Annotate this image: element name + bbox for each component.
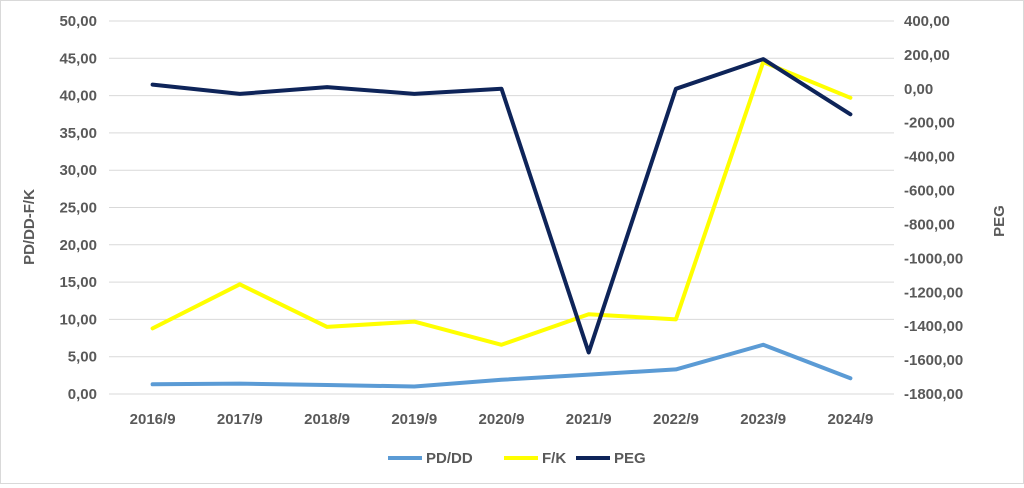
left-axis-title: PD/DD-F/K [21, 189, 38, 265]
left-tick-label: 35,00 [59, 125, 97, 142]
right-axis-title: PEG [991, 205, 1008, 237]
series-line-pd-dd [150, 342, 853, 389]
left-tick-label: 40,00 [59, 88, 97, 105]
right-tick-label: -1800,00 [904, 386, 963, 403]
left-axis-ticks: 0,00 5,00 10,00 15,00 20,00 25,00 30,00 35,00 40… [59, 13, 97, 403]
left-tick-label: 15,00 [59, 274, 97, 291]
right-tick-label: -1600,00 [904, 352, 963, 369]
legend-label-f-k: F/K [542, 450, 566, 467]
legend-label-pd-dd: PD/DD [426, 450, 473, 467]
legend-label-peg: PEG [614, 450, 646, 467]
right-tick-label: 200,00 [904, 47, 950, 64]
left-tick-label: 50,00 [59, 13, 97, 30]
right-tick-label: -200,00 [904, 115, 955, 132]
right-tick-label: 400,00 [904, 13, 950, 30]
right-tick-label: -800,00 [904, 216, 955, 233]
left-tick-label: 30,00 [59, 162, 97, 179]
x-axis-ticks: 2016/9 2017/9 2018/9 2019/9 2020/9 2021/9 2022… [130, 411, 874, 428]
right-tick-label: -1200,00 [904, 284, 963, 301]
x-tick-label: 2024/9 [827, 411, 873, 428]
right-tick-label: -1000,00 [904, 250, 963, 267]
right-tick-label: 0,00 [904, 81, 933, 98]
left-tick-label: 20,00 [59, 237, 97, 254]
x-tick-label: 2016/9 [130, 411, 176, 428]
series-lines [150, 57, 853, 389]
right-tick-label: -600,00 [904, 183, 955, 200]
right-tick-label: -400,00 [904, 149, 955, 166]
x-tick-label: 2019/9 [391, 411, 437, 428]
left-tick-label: 45,00 [59, 50, 97, 67]
right-axis-ticks: -1800,00 -1600,00 -1400,00 -1200,00 -1000,00… [904, 13, 963, 403]
legend: PD/DD F/K PEG [388, 450, 646, 467]
left-tick-label: 25,00 [59, 200, 97, 217]
left-tick-label: 5,00 [68, 349, 97, 366]
x-tick-label: 2023/9 [740, 411, 786, 428]
x-tick-label: 2020/9 [479, 411, 525, 428]
x-tick-label: 2017/9 [217, 411, 263, 428]
left-tick-label: 10,00 [59, 311, 97, 328]
x-tick-label: 2018/9 [304, 411, 350, 428]
left-tick-label: 0,00 [68, 386, 97, 403]
gridlines [109, 20, 894, 395]
x-tick-label: 2021/9 [566, 411, 612, 428]
right-tick-label: -1400,00 [904, 318, 963, 335]
x-tick-label: 2022/9 [653, 411, 699, 428]
series-line-f-k [150, 60, 853, 347]
series-line-peg [150, 57, 853, 355]
